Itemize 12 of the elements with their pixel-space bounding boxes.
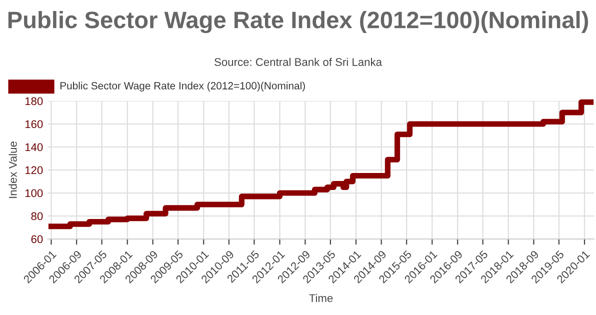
y-axis-title: Index Value <box>8 142 17 198</box>
chart-title: Public Sector Wage Rate Index (2012=100)(Nominal) <box>8 10 588 34</box>
y-tick-label: 80 <box>31 212 43 220</box>
y-tick-label: 140 <box>25 143 43 152</box>
legend-label: Public Sector Wage Rate Index (2012=100)(Nominal) <box>60 82 305 92</box>
x-axis-title: Time <box>309 294 333 302</box>
y-tick-label: 60 <box>31 235 43 244</box>
y-tick-label: 100 <box>25 189 43 198</box>
y-tick-label: 160 <box>25 120 43 128</box>
y-tick-label: 120 <box>25 166 43 174</box>
y-tick-label: 180 <box>25 97 43 106</box>
chart-subtitle: Source: Central Bank of Sri Lanka <box>214 58 382 66</box>
